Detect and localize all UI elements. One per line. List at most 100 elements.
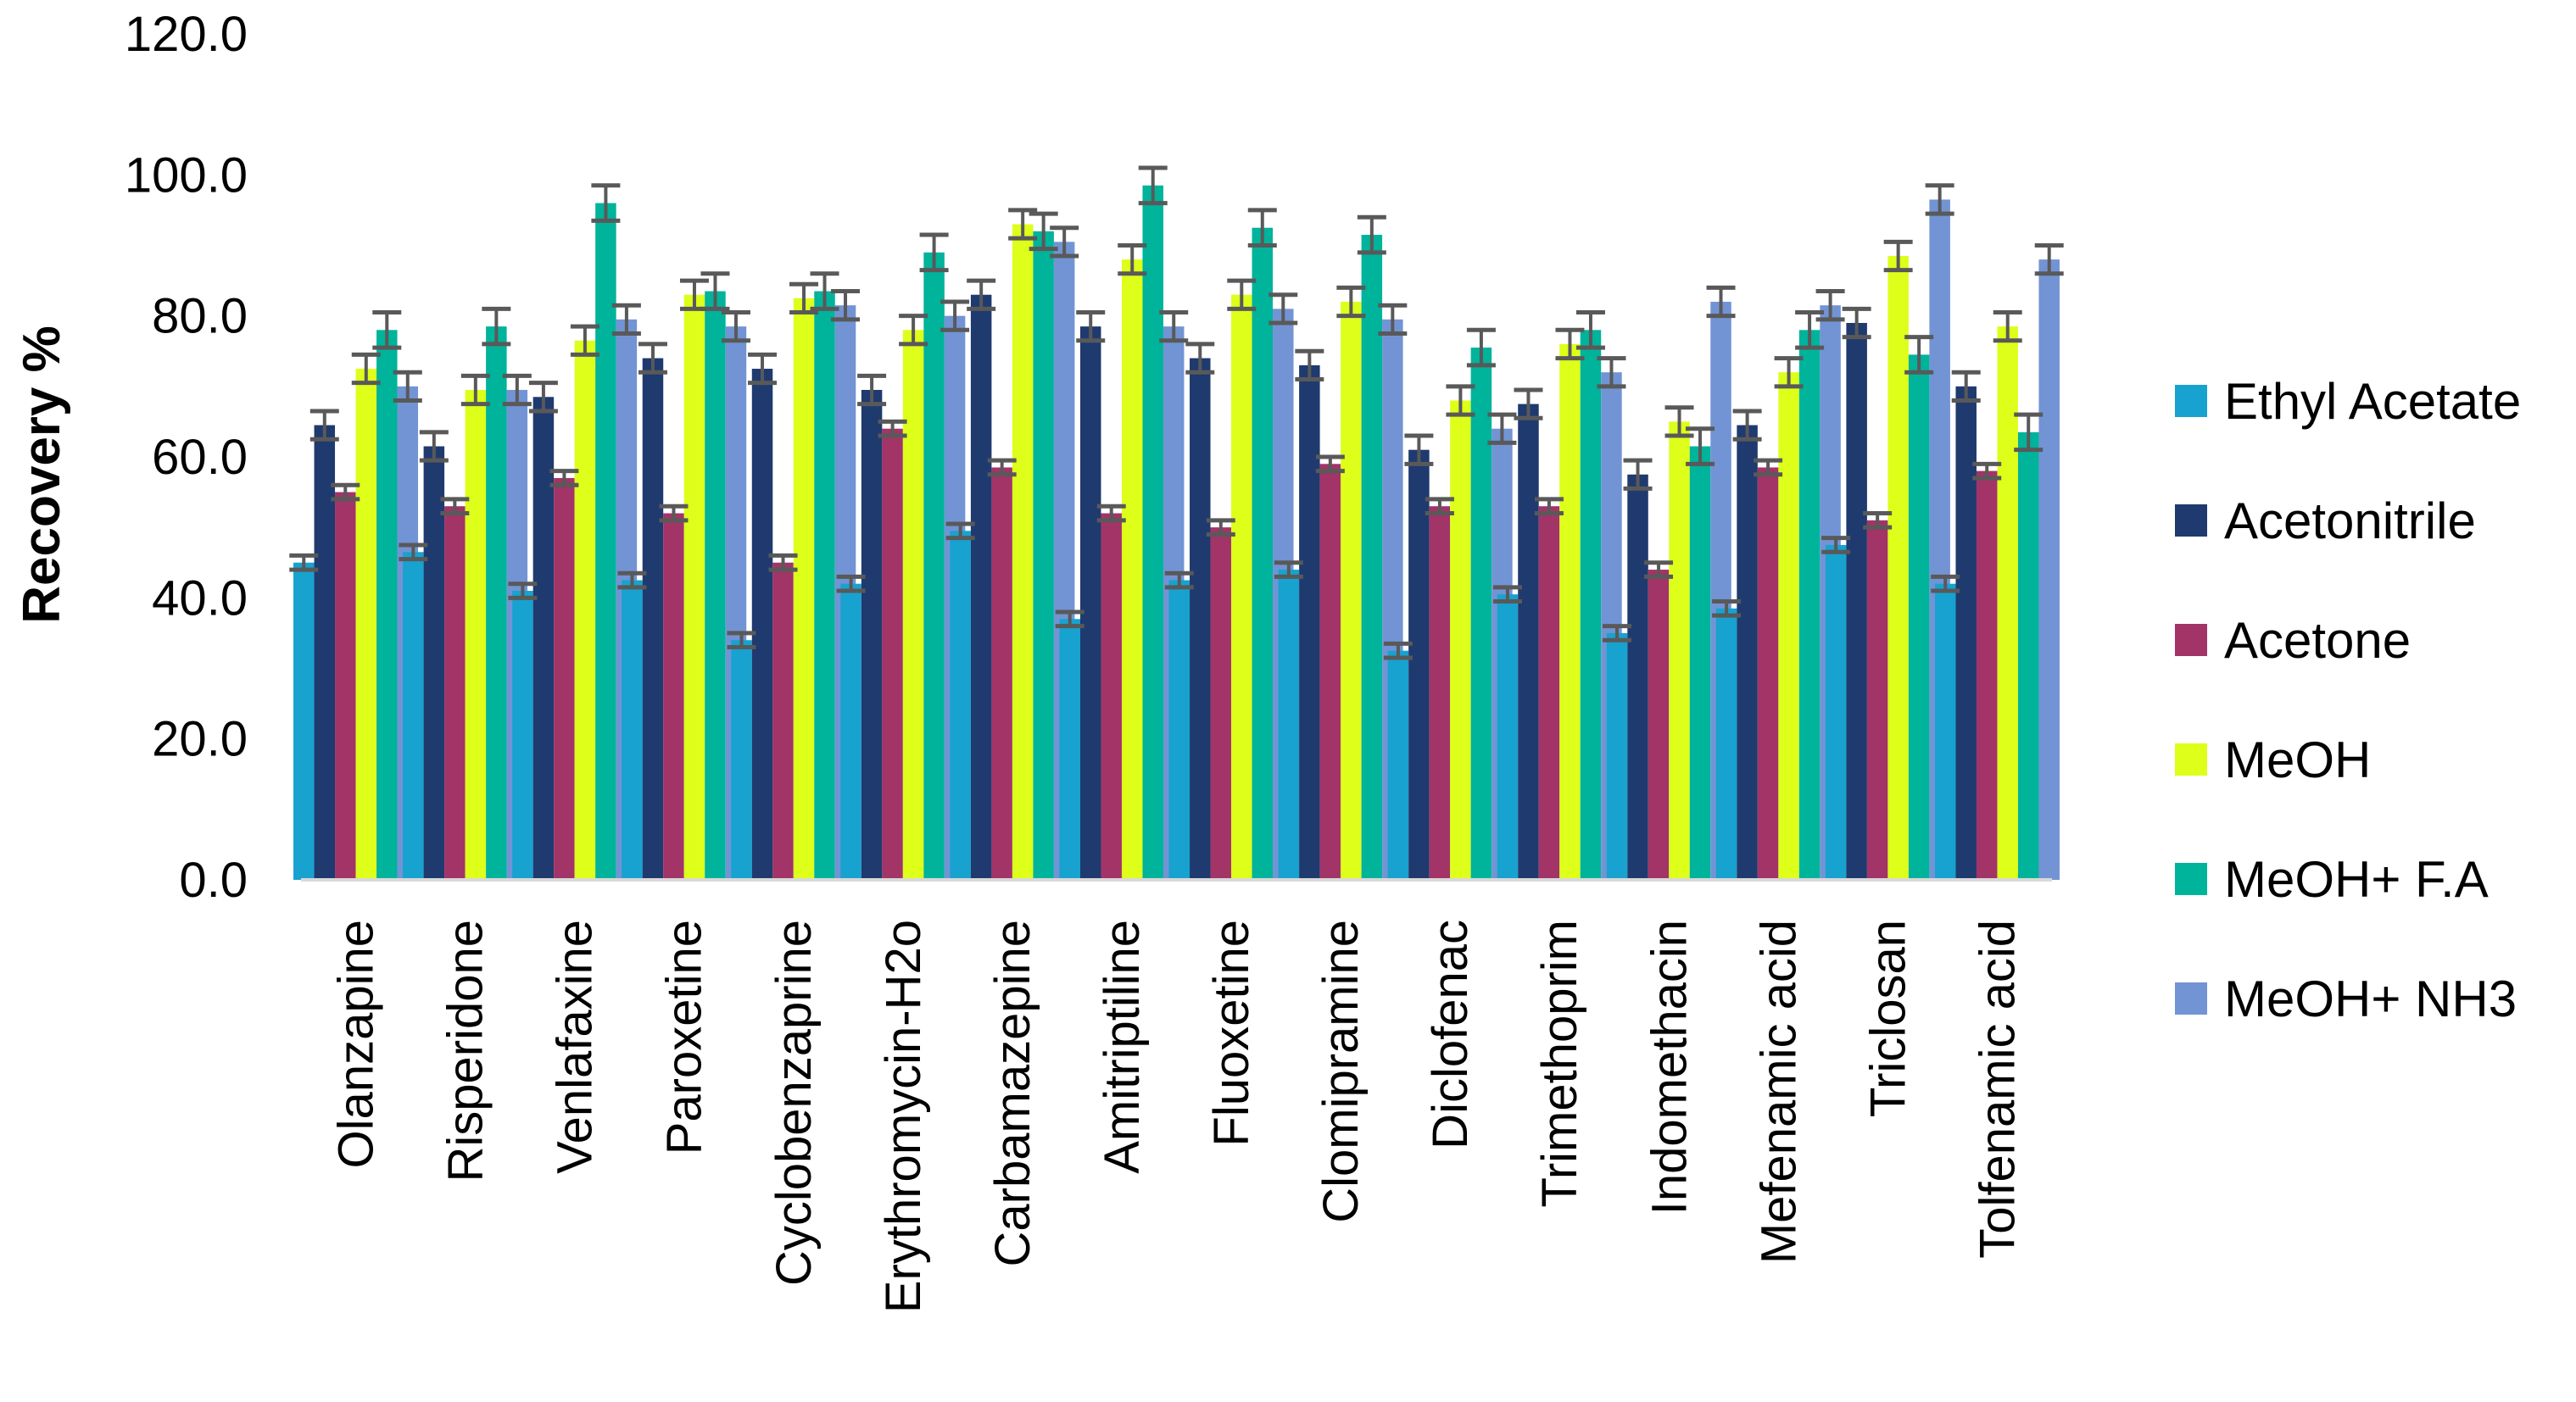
legend-swatch <box>2175 504 2207 537</box>
bar <box>1079 326 1101 880</box>
y-tick-label: 40.0 <box>152 570 248 626</box>
bar <box>403 552 424 880</box>
bar <box>663 513 684 880</box>
x-tick-label: Fluoxetine <box>1204 920 1259 1147</box>
bar <box>1798 330 1820 880</box>
bar <box>683 294 705 880</box>
bar <box>923 252 945 881</box>
bar <box>1976 470 1998 880</box>
y-tick-label: 80.0 <box>152 289 248 344</box>
bar <box>1538 506 1560 880</box>
bar <box>731 640 752 880</box>
bar <box>444 506 466 880</box>
bar <box>1299 364 1320 881</box>
bar <box>314 425 336 880</box>
bar <box>1757 467 1779 880</box>
x-tick-label: Triclosan <box>1860 920 1915 1117</box>
y-tick-label: 0.0 <box>179 853 248 908</box>
bar <box>622 580 643 880</box>
bar <box>1606 632 1628 880</box>
bar <box>861 389 883 880</box>
bar <box>1361 235 1383 880</box>
bar <box>991 467 1012 880</box>
legend-label: Ethyl Acetate <box>2224 373 2521 430</box>
bar <box>1012 224 1034 880</box>
bar <box>902 330 924 880</box>
x-tick-label: Venlafaxine <box>548 920 603 1174</box>
bar <box>950 531 971 880</box>
legend-swatch <box>2175 743 2207 776</box>
bar <box>512 591 533 880</box>
x-tick-label: Mefenamic acid <box>1751 920 1806 1264</box>
x-tick-label: Paroxetine <box>657 920 712 1154</box>
bar <box>1101 513 1122 880</box>
bar <box>1778 372 1799 880</box>
legend-label: Acetonitrile <box>2224 492 2476 549</box>
legend-label: MeOH+ F.A <box>2224 851 2489 908</box>
bar <box>355 369 377 881</box>
bar <box>793 298 815 880</box>
bar <box>335 492 356 880</box>
bar <box>1341 302 1362 880</box>
bar <box>1231 294 1252 880</box>
bar <box>1887 255 1909 881</box>
legend-swatch <box>2175 624 2207 656</box>
bar <box>1387 650 1409 880</box>
bar <box>1408 449 1430 880</box>
bar <box>595 203 616 881</box>
x-tick-label: Tolfenamic acid <box>1970 920 2025 1259</box>
bar <box>1497 594 1519 880</box>
x-tick-label: Cyclobenzaprine <box>767 920 822 1286</box>
bar <box>814 291 835 880</box>
x-tick-label: Olanzapine <box>329 920 384 1168</box>
x-tick-label: Indomethacin <box>1642 920 1697 1215</box>
bar <box>1190 358 1211 881</box>
bar <box>1470 348 1492 880</box>
bar <box>1059 619 1080 880</box>
bar <box>772 562 794 880</box>
x-tick-label: Diclofenac <box>1423 920 1478 1149</box>
bar <box>532 397 555 880</box>
bar <box>1252 227 1274 880</box>
bar <box>1429 506 1451 880</box>
x-tick-label: Risperidone <box>438 920 493 1182</box>
bar <box>574 340 596 880</box>
bar <box>1866 520 1888 880</box>
bar <box>423 446 445 880</box>
legend-label: MeOH+ NH3 <box>2224 971 2517 1027</box>
bar <box>1934 583 1956 880</box>
bar <box>2038 259 2060 881</box>
x-tick-label: Amitriptiline <box>1095 920 1150 1174</box>
bar <box>840 583 861 880</box>
y-axis-label: Recovery % <box>13 325 71 624</box>
bar <box>1559 343 1581 880</box>
y-tick-label: 60.0 <box>152 430 248 485</box>
bar <box>486 326 507 880</box>
x-tick-label: Carbamazepine <box>985 920 1040 1266</box>
bar <box>1580 330 1602 880</box>
bar <box>882 428 903 880</box>
bar <box>1689 446 1711 880</box>
x-tick-label: Erythromycin-H2o <box>876 920 931 1313</box>
bar <box>970 294 992 880</box>
x-tick-label: Trimethoprim <box>1532 920 1587 1207</box>
bar <box>1627 474 1648 880</box>
bar <box>1825 544 1847 880</box>
bar <box>1648 570 1670 880</box>
bar <box>2017 431 2039 880</box>
bar <box>1210 527 1232 880</box>
bar <box>376 330 398 880</box>
y-tick-label: 20.0 <box>152 712 248 767</box>
legend-label: MeOH <box>2224 732 2371 788</box>
legend-label: Acetone <box>2224 612 2411 669</box>
bar <box>642 358 664 881</box>
bar <box>1033 231 1054 880</box>
bar <box>465 389 487 880</box>
bar <box>1121 259 1143 881</box>
bar <box>751 369 773 881</box>
bar <box>1278 570 1300 880</box>
bar <box>1997 326 2018 880</box>
y-tick-label: 120.0 <box>125 7 248 62</box>
bar <box>1846 322 1867 880</box>
